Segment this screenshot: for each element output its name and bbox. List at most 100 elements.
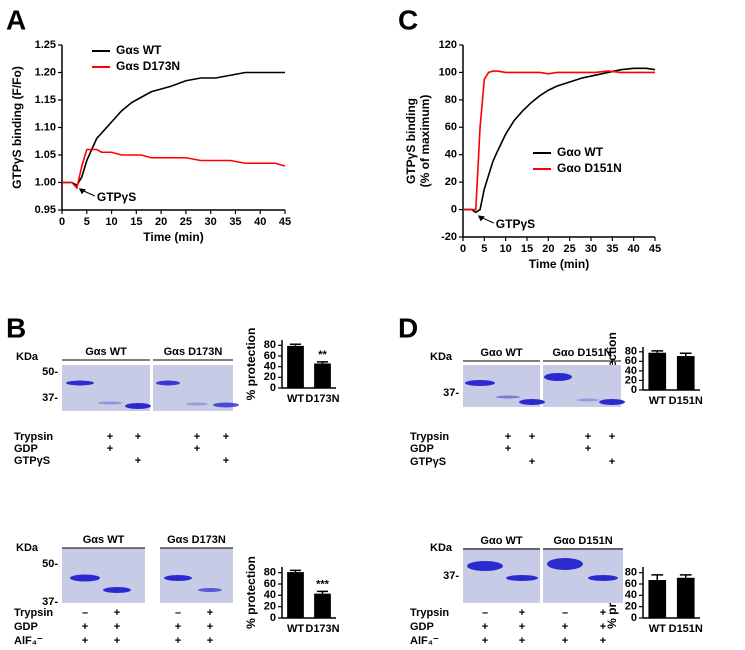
- error-bar: [679, 352, 692, 357]
- x-tick-label: D173N: [305, 393, 339, 405]
- significance: **: [318, 349, 327, 361]
- gel-band: [544, 373, 572, 381]
- x-axis-label: Time (min): [529, 257, 589, 271]
- gel-sign: +: [600, 621, 606, 633]
- x-tick-label: 5: [84, 216, 90, 228]
- bar: [676, 356, 695, 390]
- gel-band: [186, 402, 208, 406]
- y-tick-label: 40: [625, 365, 637, 377]
- x-tick-label: 20: [155, 216, 167, 228]
- gel-band: [588, 575, 618, 581]
- panel-label: C: [398, 4, 418, 35]
- gel-sign: +: [482, 635, 488, 647]
- y-tick-label: 0.95: [35, 204, 56, 216]
- annotation: GTPγS: [496, 217, 535, 231]
- gel-sign: +: [207, 607, 213, 619]
- gel-band: [599, 399, 625, 405]
- gel-sign: –: [82, 607, 88, 619]
- gel-header: Gαs D173N: [167, 534, 226, 546]
- gel-row-label: GDP: [410, 443, 434, 455]
- significance: ***: [316, 578, 330, 590]
- x-tick-label: WT: [287, 623, 304, 635]
- gel-header: Gαo D151N: [552, 347, 611, 359]
- x-tick-label: 0: [59, 216, 65, 228]
- x-tick-label: 45: [649, 243, 661, 255]
- y-tick-label: 60: [625, 578, 637, 590]
- bar: [314, 593, 331, 618]
- error-bar: [316, 590, 329, 594]
- bar: [314, 363, 331, 388]
- gel-sign: –: [562, 607, 568, 619]
- gel-sign: +: [223, 455, 229, 467]
- error-bar: [289, 343, 302, 346]
- gel-image: [62, 548, 145, 603]
- panel-label: A: [6, 4, 26, 35]
- y-tick-label: 1.10: [35, 121, 56, 133]
- gel-band: [66, 380, 94, 386]
- gel-row-label: GTPγS: [14, 455, 50, 467]
- y-tick-label: 100: [439, 66, 457, 78]
- error-bar: [679, 574, 692, 578]
- x-tick-label: 35: [229, 216, 241, 228]
- gel-sign: +: [194, 443, 200, 455]
- gel-row-label: GDP: [14, 621, 38, 633]
- gel-sign: +: [600, 607, 606, 619]
- arrow-head: [78, 188, 86, 195]
- gel-sign: +: [585, 443, 591, 455]
- y-tick-label: 40: [264, 589, 276, 601]
- error-bar: [289, 569, 302, 573]
- gel-band: [103, 587, 131, 593]
- y-tick-label: 80: [264, 339, 276, 351]
- gel-sign: –: [175, 607, 181, 619]
- y-tick-label: 20: [625, 601, 637, 613]
- error-bar: [316, 361, 329, 364]
- y-axis-label: (% of maximum): [418, 95, 432, 188]
- y-axis-label: GTPγS binding: [404, 98, 418, 184]
- y-tick-label: 80: [625, 567, 637, 579]
- gel-sign: +: [562, 635, 568, 647]
- gel-header: Gαo D151N: [553, 535, 612, 547]
- bar: [287, 345, 304, 388]
- x-tick-label: 40: [254, 216, 266, 228]
- gel-sign: +: [482, 621, 488, 633]
- gel-row-label: Trypsin: [14, 431, 53, 443]
- gel-row-label: GDP: [14, 443, 38, 455]
- y-tick-label: 40: [625, 589, 637, 601]
- gel-sign: +: [114, 635, 120, 647]
- legend-label: Gαs D173N: [116, 59, 180, 73]
- gel-sign: +: [114, 607, 120, 619]
- gel-marker: 37-: [42, 596, 58, 608]
- gel-row-label: Trypsin: [410, 431, 449, 443]
- gel-band: [198, 588, 222, 592]
- legend-label: Gαo D151N: [557, 161, 622, 175]
- series-line: [62, 71, 285, 187]
- error-bar: [651, 350, 664, 353]
- gel-sign: +: [175, 635, 181, 647]
- annotation: GTPγS: [97, 190, 136, 204]
- y-tick-label: 1.15: [35, 94, 56, 106]
- x-tick-label: 30: [205, 216, 217, 228]
- gel-band: [213, 402, 239, 408]
- gel-sign: +: [505, 443, 511, 455]
- x-tick-label: 40: [628, 243, 640, 255]
- gel-header: Gαo WT: [480, 347, 522, 359]
- gel-sign: +: [562, 621, 568, 633]
- x-tick-label: 25: [564, 243, 576, 255]
- gel-sign: +: [519, 607, 525, 619]
- x-axis-label: Time (min): [143, 230, 203, 244]
- y-tick-label: 40: [264, 361, 276, 373]
- gel-marker: 37-: [42, 392, 58, 404]
- x-tick-label: WT: [287, 393, 304, 405]
- y-tick-label: 0: [270, 382, 276, 394]
- gel-sign: +: [519, 621, 525, 633]
- y-tick-label: 60: [264, 350, 276, 362]
- y-tick-label: 0: [451, 203, 457, 215]
- gel-header: Gαs D173N: [164, 346, 223, 358]
- gel-row-label: Trypsin: [410, 607, 449, 619]
- gel-band: [506, 575, 538, 581]
- y-tick-label: 120: [439, 39, 457, 51]
- gel-header: Gαo WT: [480, 535, 522, 547]
- gel-sign: +: [585, 431, 591, 443]
- gel-header: Gαs WT: [83, 534, 125, 546]
- gel-band: [70, 574, 100, 582]
